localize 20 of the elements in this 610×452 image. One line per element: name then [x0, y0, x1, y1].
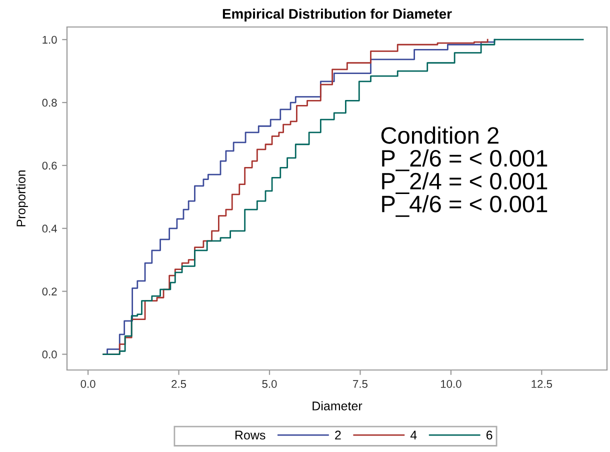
x-tick-label: 2.5: [172, 380, 186, 388]
x-tick-label: 5.0: [262, 380, 277, 388]
x-tick-label: 10.0: [440, 380, 462, 388]
y-axis-title: Proportion: [16, 170, 28, 226]
y-tick-label: 0.2: [42, 288, 57, 296]
legend-label: 2: [335, 430, 341, 440]
y-tick-label: 0.8: [42, 98, 57, 107]
legend-label: 6: [486, 430, 492, 440]
annotation: Condition 2 P_2/6 = < 0.001 P_2/4 = < 0.001 P_4/6 = < 0.001: [381, 126, 548, 217]
y-tick-label: 0.4: [42, 224, 57, 233]
x-tick-label: 7.5: [353, 380, 368, 388]
y-tick-label: 0.0: [42, 350, 57, 358]
y-tick-label: 0.6: [42, 162, 57, 170]
legend-title: Rows: [235, 430, 266, 440]
y-tick-label: 1.0: [42, 36, 57, 44]
x-axis-title: Diameter: [312, 401, 362, 410]
x-tick-label: 12.5: [532, 380, 552, 388]
legend-label: 4: [410, 430, 417, 440]
chart-title: Empirical Distribution for Diameter: [222, 8, 452, 22]
x-tick-label: 0.0: [80, 380, 96, 388]
